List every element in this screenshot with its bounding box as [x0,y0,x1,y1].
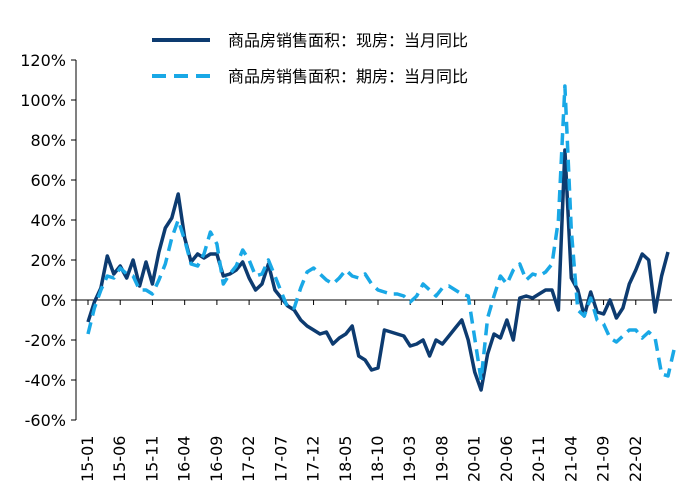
x-tick-label: 15-06 [110,436,129,483]
y-tick-label: 100% [20,91,66,110]
x-tick-label: 16-04 [175,436,194,483]
x-tick-label: 17-02 [239,436,258,483]
legend-label-presale-housing: 商品房销售面积：期房：当月同比 [228,67,468,86]
x-tick-label: 19-03 [400,436,419,483]
x-tick-label: 21-04 [561,436,580,483]
x-tick-label: 17-07 [271,436,290,483]
y-tick-label: 0% [41,291,66,310]
y-axis: 120% 100% 80% 60% 40% 20% 0% -20% -40% -60% [20,51,77,430]
x-tick-label: 20-11 [529,436,548,483]
x-tick-label: 18-10 [368,436,387,483]
x-tick-label: 18-05 [336,436,355,483]
x-tick-label: 20-01 [465,436,484,482]
series-layer [86,84,677,392]
y-tick-label: 20% [30,251,66,270]
x-tick-label: 19-08 [432,436,451,483]
legend-label-completed-housing: 商品房销售面积：现房：当月同比 [228,31,468,50]
y-tick-label: 40% [30,211,66,230]
legend: 商品房销售面积：现房：当月同比 商品房销售面积：期房：当月同比 [152,31,468,86]
x-tick-label: 17-12 [304,436,323,483]
y-tick-label: 80% [30,131,66,150]
x-tick-label: 15-01 [78,436,97,483]
y-tick-label: -20% [25,331,66,350]
x-tick-label: 15-11 [142,436,161,483]
y-tick-label: -60% [25,411,66,430]
x-tick-label: 21-09 [594,436,613,483]
series-line-presale-housing [86,84,677,382]
x-tick-label: 20-06 [497,435,516,482]
x-tick-label: 22-02 [626,436,645,483]
series-line-completed-housing [86,148,670,392]
y-tick-label: 120% [20,51,66,70]
x-axis: 15-01 15-06 15-11 16-04 16-09 17-02 17-07 17-12… [76,299,672,483]
x-tick-label: 16-09 [207,436,226,483]
y-tick-label: -40% [25,371,66,390]
y-tick-label: 60% [30,171,66,190]
